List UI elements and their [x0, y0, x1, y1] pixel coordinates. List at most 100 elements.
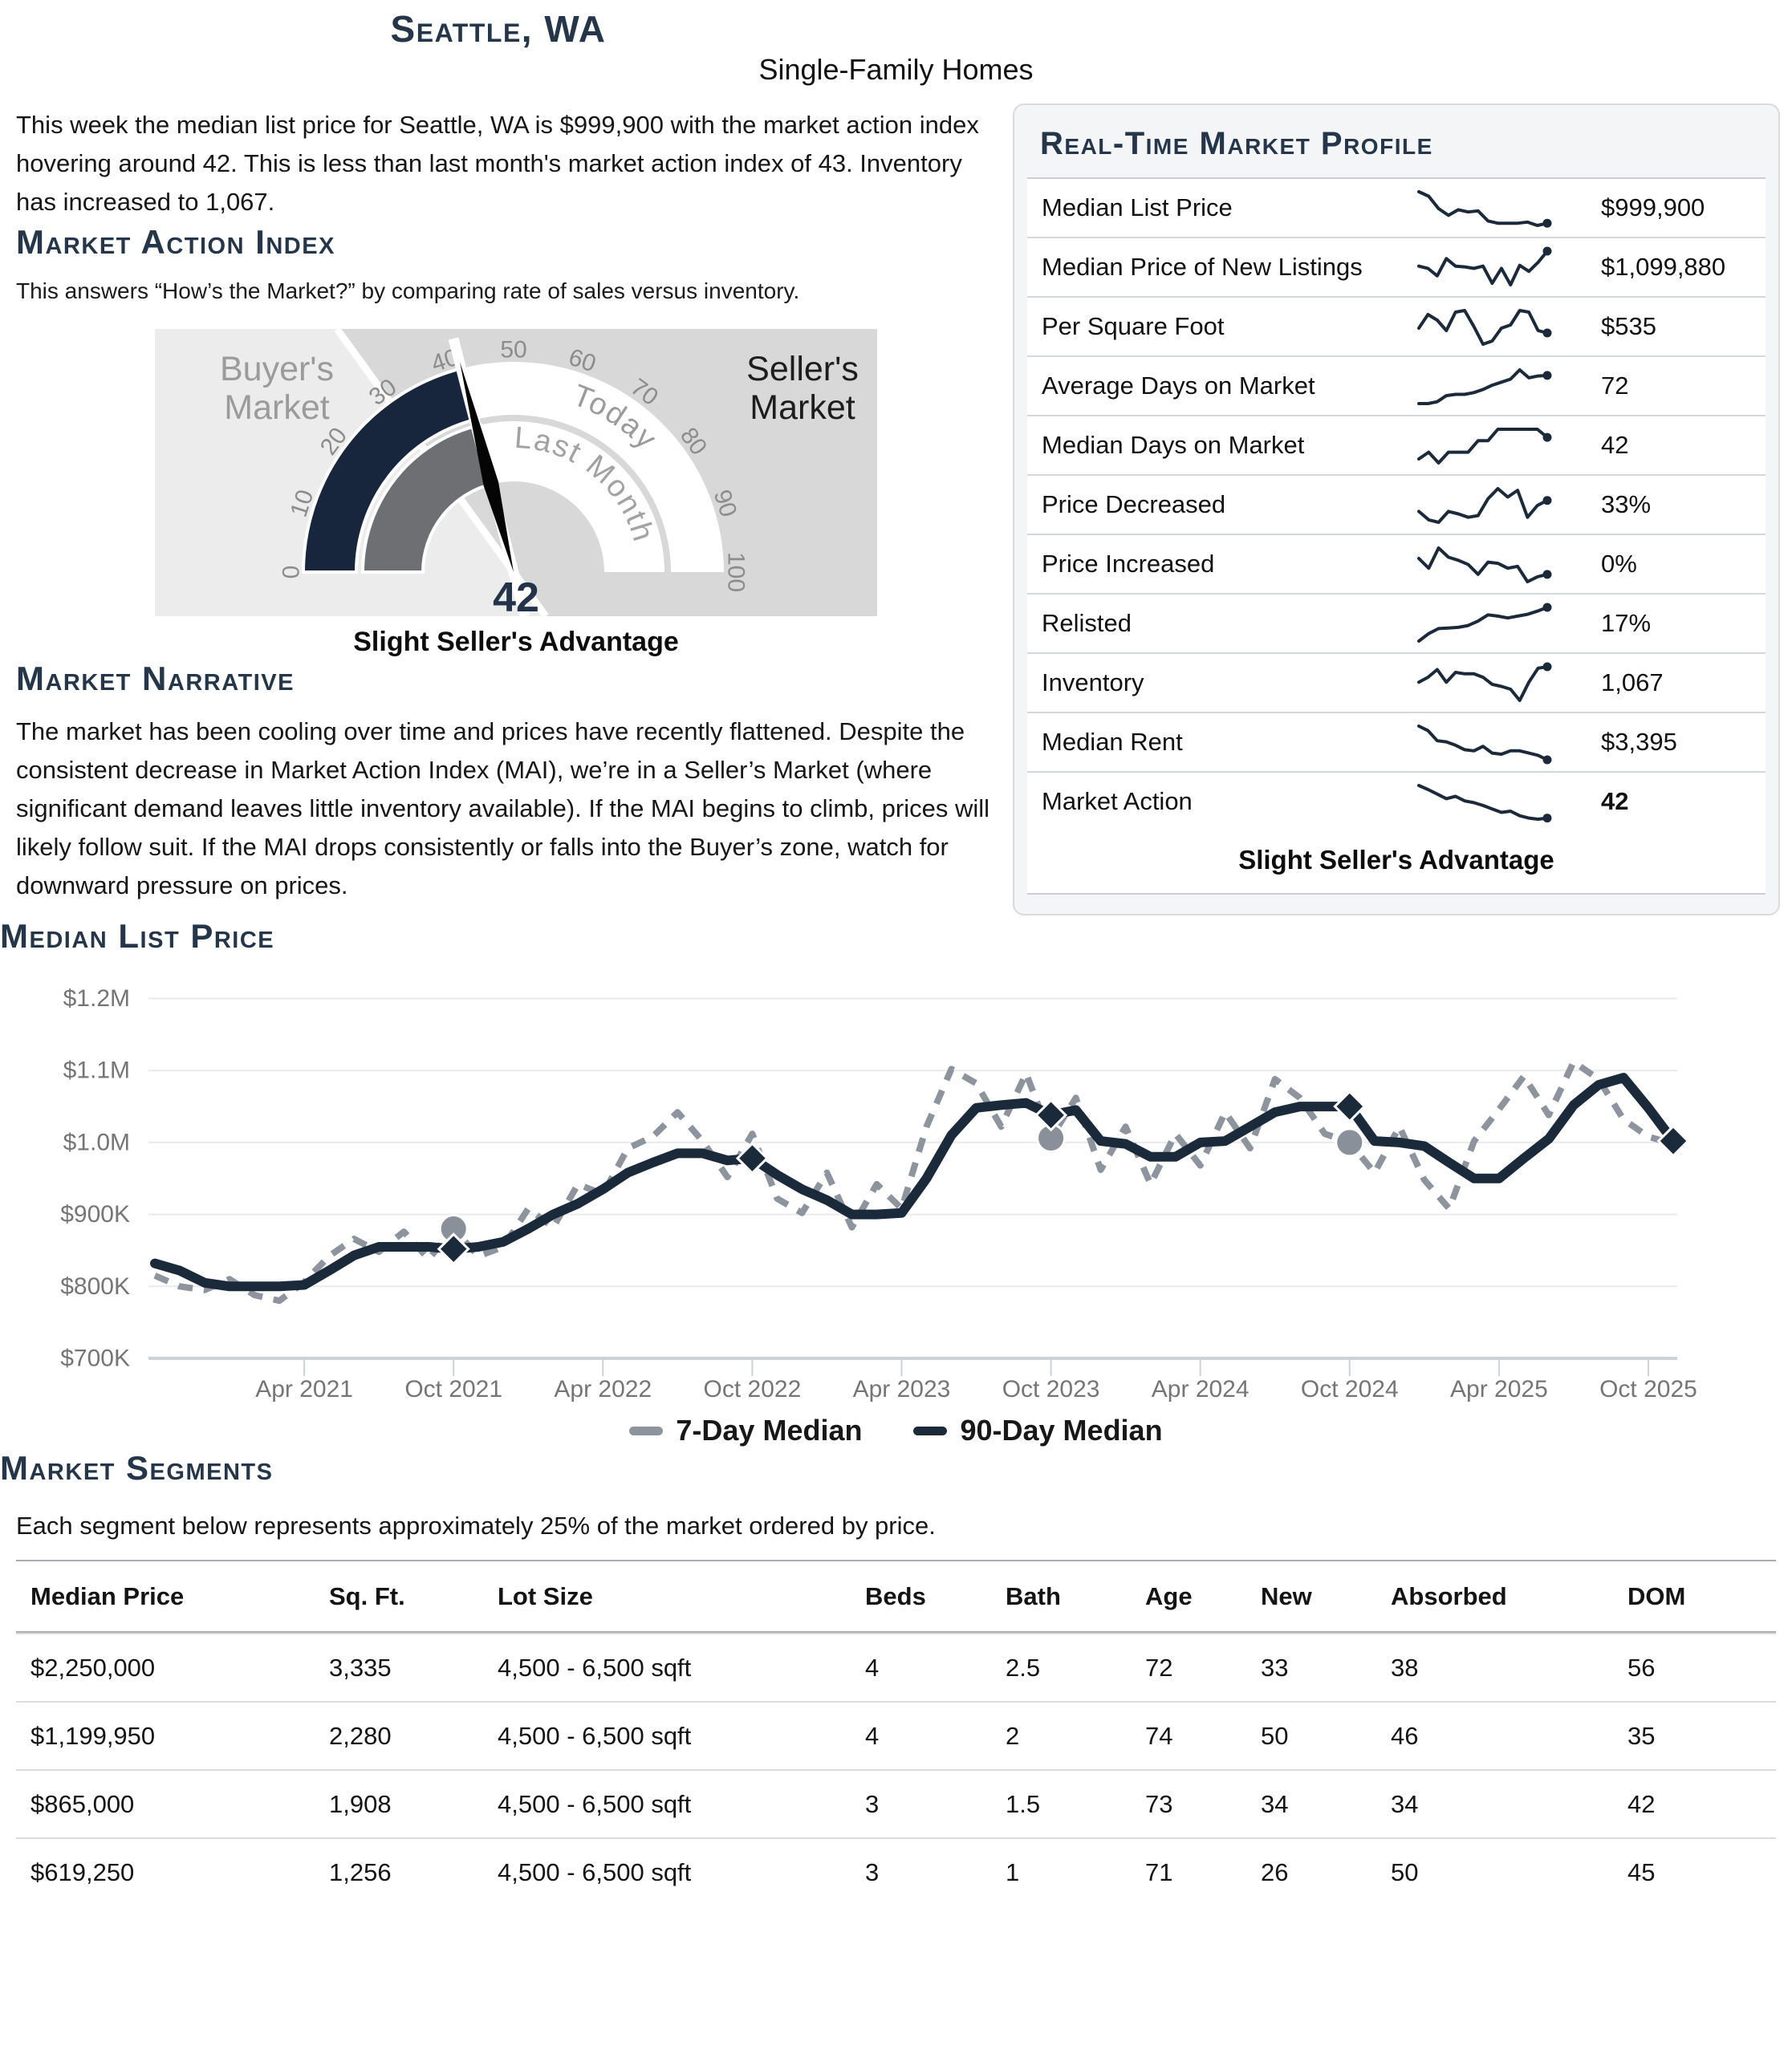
profile-metric-value: $999,900 — [1601, 193, 1705, 221]
profile-sparkline — [1417, 487, 1552, 524]
segments-cell: $2,250,000 — [30, 1654, 156, 1682]
y-axis-label: $800K — [60, 1273, 130, 1300]
profile-row: Per Square Foot $535 — [1027, 296, 1766, 355]
sparkline-end-dot — [1542, 246, 1552, 256]
segments-cell: 35 — [1627, 1722, 1656, 1750]
sellers-market-label: Seller's — [746, 350, 859, 388]
profile-sparkline — [1417, 190, 1552, 228]
sparkline-path — [1417, 606, 1549, 643]
legend-item: 7-Day Median — [629, 1414, 862, 1447]
profile-metric-label: Relisted — [1042, 609, 1132, 637]
profile-metric-label: Price Decreased — [1042, 490, 1226, 518]
table-row: $619,250 1,256 4,500 - 6,500 sqft 3 1 71 26 50 4… — [16, 1837, 1776, 1906]
profile-metric-value: 1,067 — [1601, 668, 1664, 696]
legend-item: 90-Day Median — [913, 1414, 1163, 1447]
segments-cell: 2,280 — [329, 1722, 392, 1750]
sparkline-end-dot — [1542, 755, 1552, 765]
segments-cell: 38 — [1391, 1654, 1419, 1682]
sparkline-end-dot — [1542, 328, 1552, 338]
segments-cell: 2 — [1006, 1722, 1020, 1750]
legend-swatch — [913, 1426, 948, 1435]
gauge-needle — [460, 362, 514, 572]
segments-cell: 2.5 — [1006, 1654, 1041, 1682]
y-axis-label: $700K — [60, 1346, 130, 1372]
profile-row: Price Increased 0% — [1027, 534, 1766, 593]
series-90day-line — [150, 1073, 1678, 1292]
profile-row: Average Days on Market 72 — [1027, 355, 1766, 415]
sparkline-path — [1417, 487, 1549, 524]
profile-metric-value: 17% — [1601, 609, 1652, 637]
sparkline-end-dot — [1542, 662, 1552, 672]
x-axis-label: Oct 2025 — [1599, 1376, 1697, 1402]
profile-row: Median Days on Market 42 — [1027, 415, 1766, 474]
profile-metric-label: Median Days on Market — [1042, 431, 1305, 459]
series-7day-line — [153, 1058, 1675, 1305]
segments-cell: 4,500 - 6,500 sqft — [498, 1790, 692, 1818]
profile-row: Median List Price $999,900 — [1027, 179, 1766, 237]
buyers-market-label: Buyer's — [220, 350, 334, 388]
profile-metric-value: $535 — [1601, 312, 1656, 340]
sparkline-path — [1417, 725, 1549, 761]
x-axis-label: Oct 2022 — [704, 1376, 802, 1402]
profile-metric-value: 33% — [1601, 490, 1652, 518]
segments-table: Median Price Sq. Ft. Lot Size Beds Bath Age Ne… — [16, 1560, 1776, 1906]
segments-cell: 1 — [1006, 1858, 1020, 1886]
marker-diamond — [1333, 1090, 1367, 1123]
page-title: Seattle, WA — [390, 8, 607, 50]
sparkline-end-dot — [1542, 603, 1552, 612]
profile-metric-value: $3,395 — [1601, 728, 1677, 756]
sellers-market-label: Market — [750, 388, 855, 427]
segments-cell: 1,256 — [329, 1858, 392, 1886]
legend-swatch — [629, 1426, 664, 1435]
profile-sparkline — [1417, 662, 1552, 702]
profile-row: Relisted 17% — [1027, 593, 1766, 652]
segments-cell: 3 — [865, 1790, 880, 1818]
sparkline-path — [1417, 665, 1549, 702]
segments-column-header: Absorbed — [1391, 1582, 1507, 1610]
table-row: $1,199,950 2,280 4,500 - 6,500 sqft 4 2 74 50 4… — [16, 1701, 1776, 1769]
segments-column-header: Sq. Ft. — [329, 1582, 405, 1610]
sparkline-path — [1417, 368, 1549, 405]
profile-metric-label: Median Rent — [1042, 728, 1183, 756]
profile-sparkline — [1417, 246, 1552, 286]
sparkline-end-dot — [1542, 496, 1552, 505]
market-action-gauge: Last Month Today 0 10 20 30 40 50 60 70 80 90 100 Buy… — [155, 327, 877, 621]
segments-cell: 74 — [1145, 1722, 1173, 1750]
segments-column-header: Beds — [865, 1582, 926, 1610]
y-axis-label: $900K — [60, 1201, 130, 1228]
profile-metric-label: Median Price of New Listings — [1042, 253, 1363, 281]
median-list-price-chart: $700K $800K $900K $1.0M $1.1M $1.2M Apr 2021 Oc… — [60, 985, 1697, 1402]
table-row: $2,250,000 3,335 4,500 - 6,500 sqft 4 2.5 72 3… — [16, 1633, 1776, 1701]
sparkline-end-dot — [1542, 570, 1552, 579]
segments-cell: 4 — [865, 1722, 880, 1750]
profile-metric-value: $1,099,880 — [1601, 253, 1726, 281]
market-segments-heading: Market Segments — [0, 1449, 274, 1487]
gauge-value: 42 — [493, 574, 539, 616]
segments-header-row: Median Price Sq. Ft. Lot Size Beds Bath Age Ne… — [16, 1561, 1776, 1633]
x-axis-label: Oct 2024 — [1301, 1376, 1399, 1402]
segments-cell: 4 — [865, 1654, 880, 1682]
market-action-index-heading: Market Action Index — [16, 223, 335, 261]
profile-metric-value: 42 — [1601, 431, 1629, 459]
market-narrative-text: The market has been cooling over time an… — [16, 717, 989, 899]
profile-sparkline — [1417, 368, 1552, 405]
profile-sparkline — [1417, 603, 1552, 643]
marker-diamond — [1034, 1098, 1068, 1132]
profile-heading: Real-Time Market Profile — [1040, 126, 1433, 161]
market-action-index-description: This answers “How’s the Market?” by comp… — [16, 278, 800, 303]
profile-rows: Median List Price $999,900 Median Price of… — [1027, 177, 1766, 895]
segments-cell: 34 — [1261, 1790, 1289, 1818]
profile-caption: Slight Seller's Advantage — [1238, 845, 1554, 875]
profile-row: Median Price of New Listings $1,099,880 — [1027, 237, 1766, 296]
profile-row: Median Rent $3,395 — [1027, 712, 1766, 771]
segments-cell: 3 — [865, 1858, 880, 1886]
y-axis-label: $1.1M — [63, 1057, 130, 1084]
profile-metric-label: Per Square Foot — [1042, 312, 1225, 340]
profile-metric-label: Market Action — [1042, 787, 1193, 815]
segments-cell: 42 — [1627, 1790, 1656, 1818]
sparkline-end-dot — [1542, 371, 1552, 380]
sparkline-path — [1417, 428, 1549, 465]
x-axis-label: Apr 2023 — [853, 1376, 951, 1402]
